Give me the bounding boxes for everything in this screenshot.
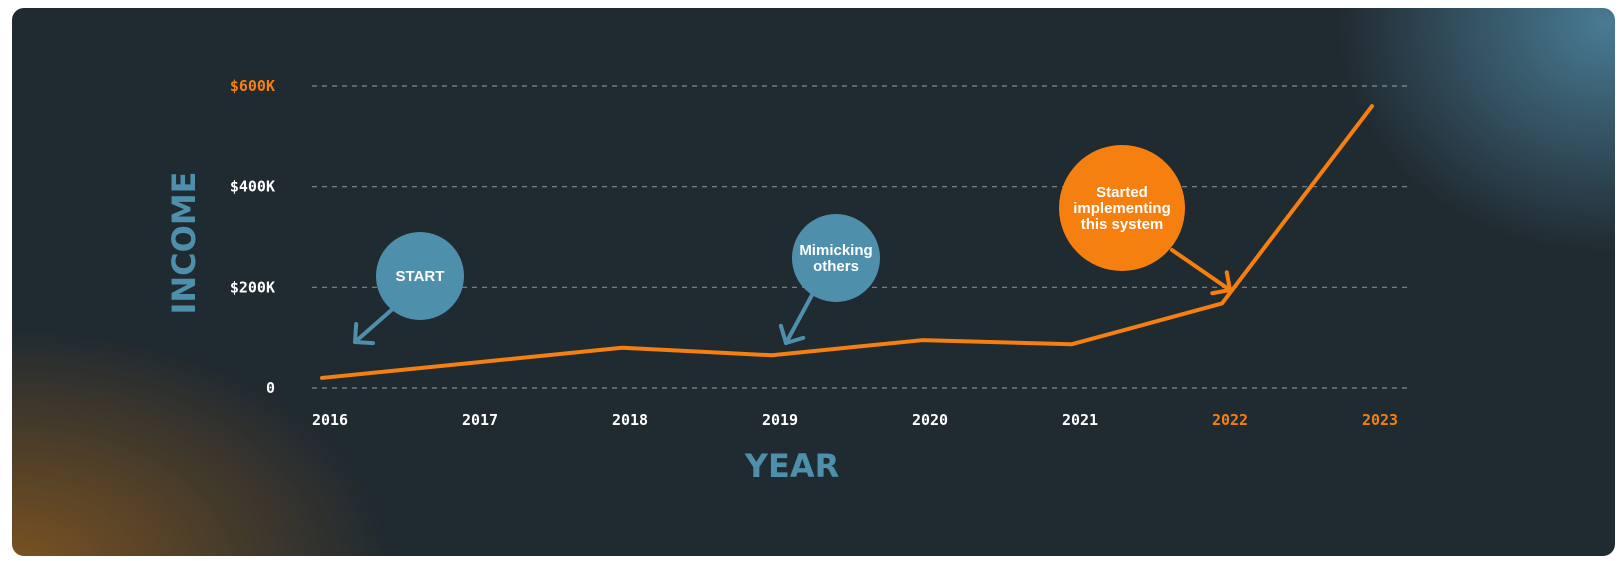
y-axis-ticks: 0 $200K $400K $600K <box>230 77 275 397</box>
x-tick-label: 2019 <box>762 411 798 429</box>
annotation-bubble <box>792 214 880 302</box>
annotation-text: Started implementing this system <box>1073 184 1171 233</box>
annotations: START Mimicking others Started implementing t… <box>353 145 1232 346</box>
y-tick-label: $200K <box>230 278 275 296</box>
series-layer <box>320 104 1374 380</box>
annotation-text: START <box>396 268 445 285</box>
x-tick-label: 2018 <box>612 411 648 429</box>
annotation-arrow <box>353 304 398 344</box>
annotation-arrow <box>784 293 814 345</box>
annotation-arrowhead <box>778 323 806 345</box>
series-line <box>320 104 1374 380</box>
x-axis-label: YEAR <box>744 447 839 485</box>
annotation-bubble <box>1059 145 1185 271</box>
x-tick-label: 2016 <box>312 411 348 429</box>
annotation-arrowhead <box>1210 270 1232 296</box>
annotation-arrowhead <box>353 322 375 346</box>
annotation-start: START <box>353 232 464 346</box>
x-tick-label: 2020 <box>912 411 948 429</box>
y-axis-label: INCOME <box>165 171 203 314</box>
chart-card: 0 $200K $400K $600K 2016 2017 2018 2019 2020 202… <box>12 8 1615 556</box>
annotation-arrow <box>1170 248 1232 292</box>
x-tick-label: 2022 <box>1212 411 1248 429</box>
x-axis-ticks: 2016 2017 2018 2019 2020 2021 2022 2023 <box>312 411 1398 429</box>
annotation-system: Started implementing this system <box>1059 145 1232 296</box>
y-tick-label: $600K <box>230 77 275 95</box>
x-tick-label: 2023 <box>1362 411 1398 429</box>
income-line-chart: 0 $200K $400K $600K 2016 2017 2018 2019 2020 202… <box>165 77 1407 485</box>
x-tick-label: 2017 <box>462 411 498 429</box>
x-tick-label: 2021 <box>1062 411 1098 429</box>
y-tick-label: 0 <box>266 379 275 397</box>
annotation-bubble <box>376 232 464 320</box>
annotation-text: Mimicking others <box>799 242 872 275</box>
annotation-mimicking: Mimicking others <box>778 214 880 345</box>
y-tick-label: $400K <box>230 178 275 196</box>
